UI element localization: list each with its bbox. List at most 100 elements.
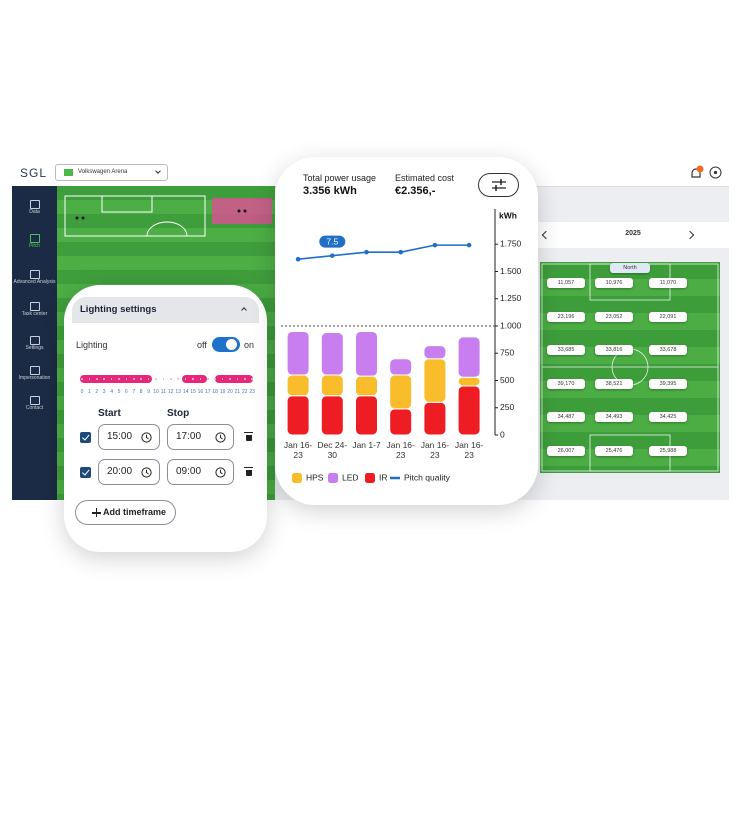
clock-icon [141,431,152,443]
filter-button[interactable] [478,173,519,197]
badge [696,165,704,173]
trash-body [245,469,252,476]
hour-label: 18 [212,389,218,395]
hour-label: 13 [175,389,181,395]
heatmap-lines [541,263,719,472]
stop-label: Stop [167,408,190,419]
time-value: 15:00 [107,431,133,442]
cost-value: €2.356,- [395,185,436,197]
value-label: 7.5 [326,236,338,246]
x-tick-label: Jan 1-7 [352,440,381,450]
sidebar-icon [30,200,40,209]
marker [75,216,79,220]
active-segment [182,375,207,383]
hour-label: 22 [242,389,248,395]
delete-timeframe[interactable] [244,432,253,441]
penalty-box [64,195,206,237]
clock-hands [220,469,223,474]
heat-value: 22,091 [649,311,687,322]
collapse-chevron[interactable] [241,307,247,313]
bar-segment [457,385,481,436]
clock-icon [215,466,226,478]
sidebar-item[interactable]: Advanced Analysis [12,270,57,296]
hour-dot [81,378,83,380]
sidebar-item[interactable]: Settings [12,336,57,362]
cost-label: Estimated cost [395,173,455,183]
plus-v [95,508,98,517]
sidebar-item[interactable]: Contact [12,396,57,422]
hour-dot [221,378,224,380]
trash-body [245,434,252,441]
hour-label: 14 [182,389,189,395]
sidebar-item[interactable]: Impersonation [12,366,57,392]
heat-value: 26,007 [547,446,585,456]
y-tick-label: 1.250 [500,293,522,303]
add-timeframe-button[interactable]: Add timeframe [75,500,176,525]
hour-label: 21 [234,389,241,395]
marker [81,216,85,220]
year: 2025 [625,230,641,237]
toggle-knob [226,339,237,350]
trash-lid [244,432,253,434]
time-input[interactable]: 15:00 [98,424,160,450]
dropdown-chevron [155,168,161,174]
hour-label: 7 [132,389,136,395]
bar-segment [355,395,378,436]
logo: SGL [20,166,48,180]
sidebar-icon [30,396,40,405]
quality-line [298,244,470,260]
delete-timeframe[interactable] [244,467,253,476]
sidebar-item[interactable]: Task center [12,302,57,328]
active-segment [215,375,253,383]
lighting-toggle[interactable] [212,337,240,352]
time-value: 20:00 [107,466,133,477]
clock-face [141,431,152,443]
quality-point [466,242,472,248]
bar-segment [457,336,481,378]
hour-label: 11 [160,389,166,395]
quality-point [295,256,301,262]
hour-label: 20 [227,389,233,395]
help-icon[interactable] [709,166,722,179]
sidebar-icon [30,234,40,243]
x-tick-label: Jan 16-23 [454,440,484,460]
sidebar-label: Contact [25,405,44,411]
power-label: Total power usage [303,173,377,183]
legend-label: HPS [306,472,324,482]
time-input[interactable]: 09:00 [167,459,234,485]
bar-segment [389,358,413,376]
heat-value: 34,425 [649,412,687,423]
check-mark [81,467,89,475]
marker [243,209,247,213]
heat-value: 11,070 [649,278,687,288]
heat-value: 39,395 [649,378,687,389]
notification-icon[interactable] [688,165,704,181]
sidebar-label: Task center [21,311,48,317]
timeframe-checkbox[interactable] [80,432,91,443]
lighting-header: Lighting settings [72,297,259,323]
heat-value: 11,057 [547,278,585,288]
quality-point [432,242,438,248]
sidebar-item[interactable]: Data [12,200,57,226]
y-tick-label: 750 [500,348,514,358]
y-tick-label: 250 [500,402,514,412]
value-bubble [319,235,346,248]
quality-point [398,249,403,255]
sidebar-item[interactable]: Pitch [12,234,57,260]
bar-segment [423,358,447,403]
legend-swatch [365,473,375,483]
quality-point [330,253,335,258]
timeframe-checkbox[interactable] [80,467,91,478]
toggle-on-label: on [244,340,255,350]
heat-value: 34,487 [547,412,585,423]
time-input[interactable]: 20:00 [98,459,160,485]
legend-swatch [328,473,338,483]
venue-dropdown[interactable]: Volkswagen Arena [55,164,168,181]
time-input[interactable]: 17:00 [167,424,234,450]
y-tick-label: 0 [500,429,505,439]
hour-dot [155,378,157,380]
sidebar-icon [30,302,40,311]
heat-value: 25,988 [649,446,687,456]
hour-label: 1 [88,389,91,395]
